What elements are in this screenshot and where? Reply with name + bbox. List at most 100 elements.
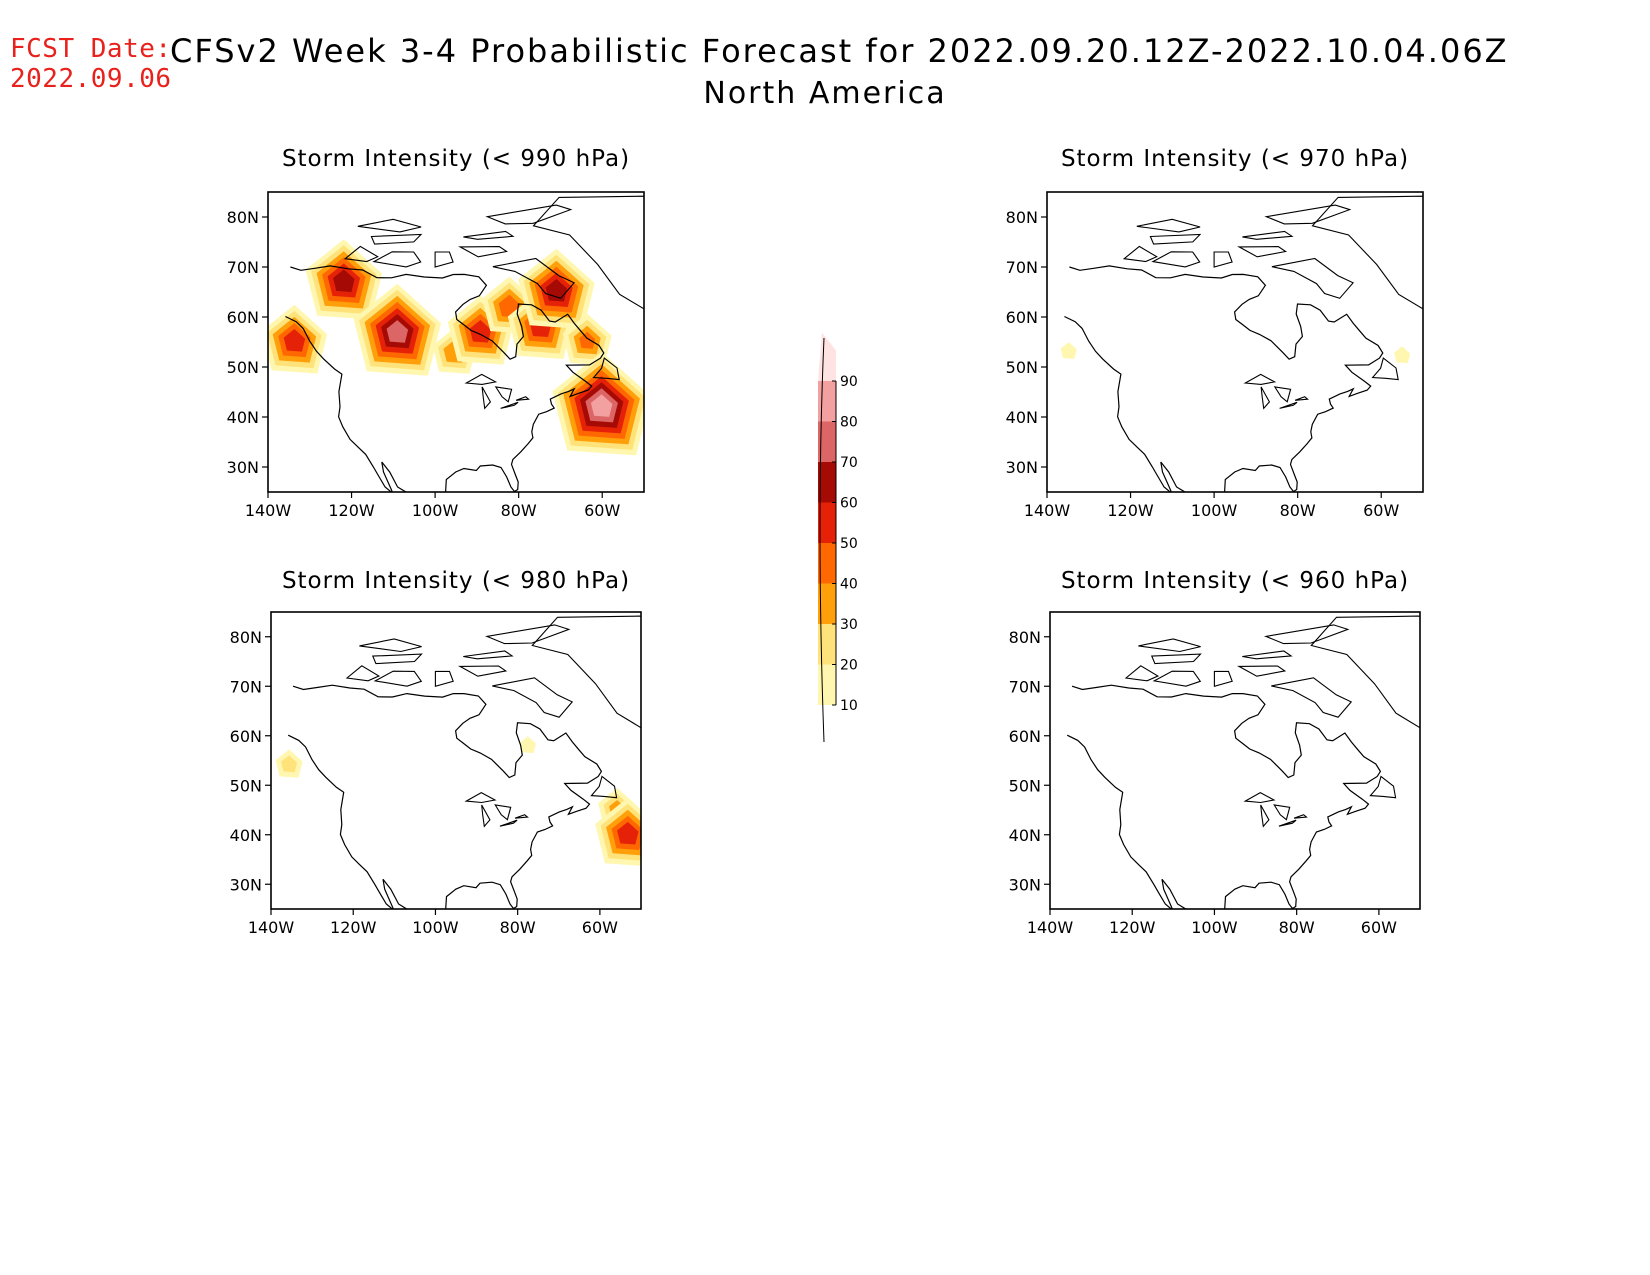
island-outline	[373, 670, 423, 687]
colorbar-label: 40	[840, 577, 858, 593]
island-outline	[463, 230, 515, 240]
lon-tick-label: 100W	[1191, 501, 1238, 520]
island-outline	[371, 653, 423, 665]
colorbar-label: 70	[840, 455, 858, 471]
map-panel-p980: Storm Intensity (< 980 hPa) 80N 70N 60N 50N 4…	[230, 568, 642, 937]
lon-tick-label: 120W	[328, 501, 375, 520]
map-frame	[1049, 611, 1421, 910]
island-outline	[1311, 195, 1423, 310]
lat-tick-label: 80N	[230, 628, 262, 647]
lake-outline	[1273, 386, 1292, 403]
map-frame	[1046, 191, 1424, 493]
lon-tick-label: 120W	[330, 918, 377, 937]
lat-tick-label: 30N	[227, 458, 259, 477]
west-coastline	[1064, 315, 1186, 492]
lat-tick-label: 70N	[1006, 258, 1038, 277]
colorbar-segment	[818, 502, 836, 543]
lon-tick-label: 140W	[1027, 918, 1074, 937]
lake-outline	[1260, 804, 1270, 828]
island-outline	[1124, 665, 1160, 682]
panel-title: Storm Intensity (< 980 hPa)	[282, 568, 630, 594]
lake-outline	[1294, 396, 1309, 401]
lat-tick-label: 60N	[1009, 727, 1041, 746]
lake-outline	[1243, 791, 1276, 804]
east-coastline	[292, 684, 603, 909]
colorbar-segment	[818, 332, 836, 381]
lon-tick-label: 80W	[1279, 918, 1315, 937]
probability-cell	[579, 331, 596, 349]
colorbar-label: 50	[840, 536, 858, 552]
lon-tick-label: 140W	[1024, 501, 1071, 520]
fcst-label: FCST Date:	[10, 34, 172, 64]
lat-tick-label: 50N	[1006, 358, 1038, 377]
island-outline	[1242, 650, 1293, 660]
island-outline	[1242, 230, 1294, 240]
lake-outline	[500, 401, 519, 409]
colorbar-segment	[818, 381, 836, 422]
probability-cell	[1060, 342, 1077, 359]
island-outline	[1150, 653, 1202, 665]
lon-tick-label: 120W	[1109, 918, 1156, 937]
colorbar-label: 60	[840, 496, 858, 512]
map-frame	[270, 611, 642, 910]
probability-cell	[520, 736, 536, 754]
island-outline	[345, 665, 381, 682]
island-outline	[1263, 624, 1350, 645]
island-outline	[463, 650, 514, 660]
island-outline	[372, 251, 422, 268]
island-outline	[1213, 251, 1233, 268]
island-outline	[1236, 665, 1287, 677]
island-outline	[492, 677, 574, 718]
map-area	[1060, 195, 1423, 492]
lon-tick-label: 100W	[1191, 918, 1238, 937]
colorbar-segment	[818, 462, 836, 503]
lake-outline	[1273, 804, 1291, 821]
island-outline	[343, 245, 379, 263]
map-panel-p970: Storm Intensity (< 970 hPa) 80N 70N 60N 50N 4…	[1006, 146, 1424, 520]
lon-tick-label: 80W	[500, 918, 536, 937]
map-panel-p990: Storm Intensity (< 990 hPa) 80N 70N 60N 50N 4…	[227, 146, 645, 520]
fcst-date: 2022.09.06	[10, 64, 172, 94]
west-coastline	[285, 315, 407, 492]
island-outline	[1371, 357, 1399, 381]
colorbar-segment	[818, 543, 836, 584]
probability-cell	[283, 329, 306, 352]
lat-tick-label: 80N	[1009, 628, 1041, 647]
lat-tick-label: 30N	[1006, 458, 1038, 477]
colorbar-segment	[818, 421, 836, 462]
island-outline	[1271, 677, 1353, 718]
lake-outline	[1243, 373, 1277, 385]
island-outline	[370, 233, 423, 245]
lon-tick-label: 60W	[584, 501, 620, 520]
lat-tick-label: 80N	[1006, 208, 1038, 227]
east-coastline	[1069, 265, 1384, 492]
lat-tick-label: 40N	[1009, 826, 1041, 845]
map-panel-p960: Storm Intensity (< 960 hPa) 80N 70N 60N 50N 4…	[1009, 568, 1421, 937]
island-outline	[590, 775, 618, 799]
island-outline	[484, 624, 571, 645]
lat-tick-label: 50N	[227, 358, 259, 377]
island-outline	[434, 251, 454, 268]
island-outline	[1264, 204, 1352, 225]
map-area	[268, 195, 644, 492]
lake-outline	[464, 373, 498, 385]
lake-outline	[514, 814, 529, 819]
island-outline	[1310, 615, 1420, 729]
island-outline	[1213, 670, 1233, 688]
probability-cell	[386, 320, 409, 343]
lon-tick-label: 100W	[412, 918, 459, 937]
lat-tick-label: 60N	[1006, 308, 1038, 327]
colorbar-label: 10	[840, 698, 858, 714]
island-outline	[1151, 251, 1201, 268]
colorbar-segment	[818, 664, 836, 705]
colorbar-label: 20	[840, 658, 858, 674]
lat-tick-label: 60N	[227, 308, 259, 327]
lat-tick-label: 70N	[1009, 677, 1041, 696]
map-frame	[267, 191, 645, 493]
lon-tick-label: 120W	[1107, 501, 1154, 520]
lake-outline	[1279, 401, 1298, 409]
island-outline	[1138, 638, 1201, 653]
island-outline	[531, 615, 641, 729]
west-coastline	[1066, 734, 1187, 909]
panel-title: Storm Intensity (< 990 hPa)	[282, 146, 630, 172]
